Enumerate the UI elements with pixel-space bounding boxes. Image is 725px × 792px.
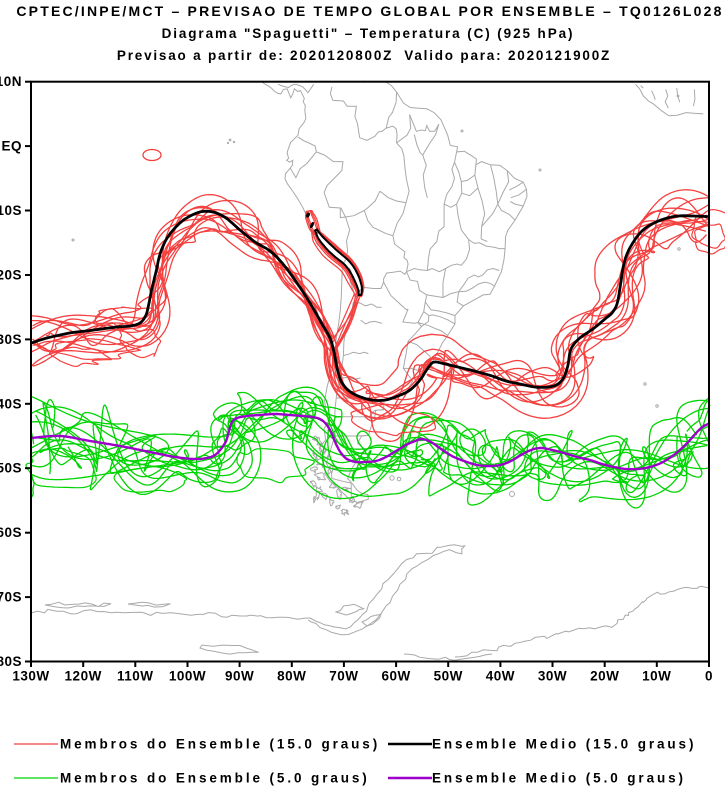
svg-text:70S: 70S — [0, 590, 22, 605]
svg-text:Diagrama "Spaguetti" – Tempera: Diagrama "Spaguetti" – Temperatura (C) (… — [162, 26, 575, 41]
svg-text:30S: 30S — [0, 332, 22, 347]
svg-text:Membros do Ensemble (15.0 grau: Membros do Ensemble (15.0 graus) — [60, 737, 380, 752]
svg-text:10W: 10W — [642, 669, 671, 684]
svg-text:120W: 120W — [65, 669, 102, 684]
svg-text:90W: 90W — [225, 669, 254, 684]
svg-text:50W: 50W — [434, 669, 463, 684]
svg-text:Ensemble Medio (15.0 graus): Ensemble Medio (15.0 graus) — [432, 737, 696, 752]
svg-text:80S: 80S — [0, 654, 22, 669]
svg-text:CPTEC/INPE/MCT – PREVISAO DE T: CPTEC/INPE/MCT – PREVISAO DE TEMPO GLOBA… — [16, 3, 723, 19]
svg-text:30W: 30W — [538, 669, 567, 684]
svg-text:EQ: EQ — [1, 139, 22, 154]
svg-text:60S: 60S — [0, 525, 22, 540]
svg-text:110W: 110W — [117, 669, 154, 684]
svg-text:100W: 100W — [169, 669, 206, 684]
svg-text:50S: 50S — [0, 461, 22, 476]
svg-text:70W: 70W — [329, 669, 358, 684]
svg-text:Previsao a partir de: 20201208: Previsao a partir de: 2020120800Z Valido… — [117, 48, 611, 63]
svg-text:0: 0 — [705, 669, 713, 684]
svg-text:40S: 40S — [0, 396, 22, 411]
svg-text:40W: 40W — [486, 669, 515, 684]
svg-text:130W: 130W — [12, 669, 49, 684]
svg-text:Ensemble Medio (5.0 graus): Ensemble Medio (5.0 graus) — [432, 771, 686, 786]
svg-text:10S: 10S — [0, 203, 22, 218]
svg-text:80W: 80W — [277, 669, 306, 684]
svg-text:60W: 60W — [381, 669, 410, 684]
svg-text:20W: 20W — [590, 669, 619, 684]
svg-text:10N: 10N — [0, 74, 22, 89]
svg-text:20S: 20S — [0, 268, 22, 283]
svg-text:Membros do Ensemble (5.0 graus: Membros do Ensemble (5.0 graus) — [60, 771, 370, 786]
